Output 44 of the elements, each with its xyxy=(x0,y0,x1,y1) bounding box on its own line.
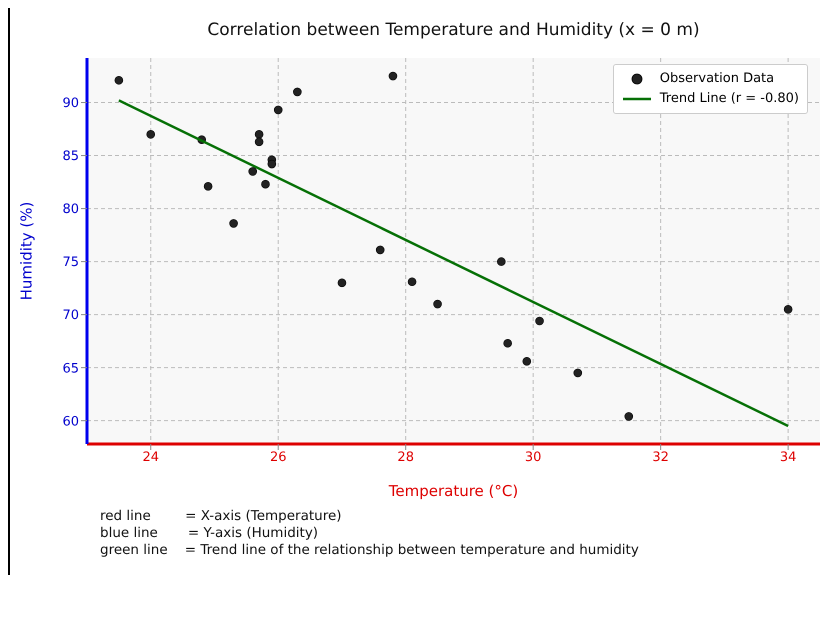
point xyxy=(573,368,582,378)
point xyxy=(248,167,258,176)
point xyxy=(261,180,270,188)
point xyxy=(254,137,264,146)
point xyxy=(204,182,212,191)
point xyxy=(497,257,506,266)
y-axis-title: Humidity (%) xyxy=(17,202,36,300)
point xyxy=(376,246,384,254)
text: blue line = Y-axis (Humidity) xyxy=(100,525,320,542)
y-tick-label: 80 xyxy=(62,202,79,218)
text: red line = X-axis (Temperature) xyxy=(100,508,343,525)
text: green line = Trend line of the relationship between temperature and humidity xyxy=(100,542,640,559)
point xyxy=(503,338,512,348)
legend-label: Observation Data xyxy=(660,70,774,88)
x-tick-label: 34 xyxy=(780,450,796,466)
point xyxy=(784,305,792,314)
chart-title: Correlation between Temperature and Humidity (x = 0 m) xyxy=(206,20,701,40)
point xyxy=(624,412,634,421)
x-tick-label: 30 xyxy=(524,450,542,466)
point xyxy=(254,130,264,139)
x-tick-label: 26 xyxy=(270,450,286,466)
point xyxy=(229,219,238,228)
y-tick-label: 60 xyxy=(62,414,79,430)
point xyxy=(408,277,416,286)
point xyxy=(522,356,532,366)
point xyxy=(274,106,283,114)
y-tick-label: 65 xyxy=(62,361,79,376)
y-tick-label: 85 xyxy=(62,149,79,164)
point xyxy=(268,160,276,168)
x-tick-label: 24 xyxy=(142,450,160,466)
point xyxy=(433,300,442,308)
point xyxy=(338,278,346,288)
point xyxy=(535,316,544,326)
x-axis-title: Temperature (°C) xyxy=(388,482,518,500)
y-tick-label: 90 xyxy=(62,96,79,112)
point xyxy=(114,76,124,85)
point xyxy=(388,72,398,80)
point xyxy=(146,130,156,139)
x-tick-label: 32 xyxy=(652,450,669,466)
point xyxy=(293,88,302,96)
y-tick-label: 75 xyxy=(62,255,79,270)
y-tick-label: 70 xyxy=(62,308,79,324)
x-tick-label: 28 xyxy=(397,450,414,466)
legend-label: Trend Line (r = -0.80) xyxy=(660,90,799,108)
